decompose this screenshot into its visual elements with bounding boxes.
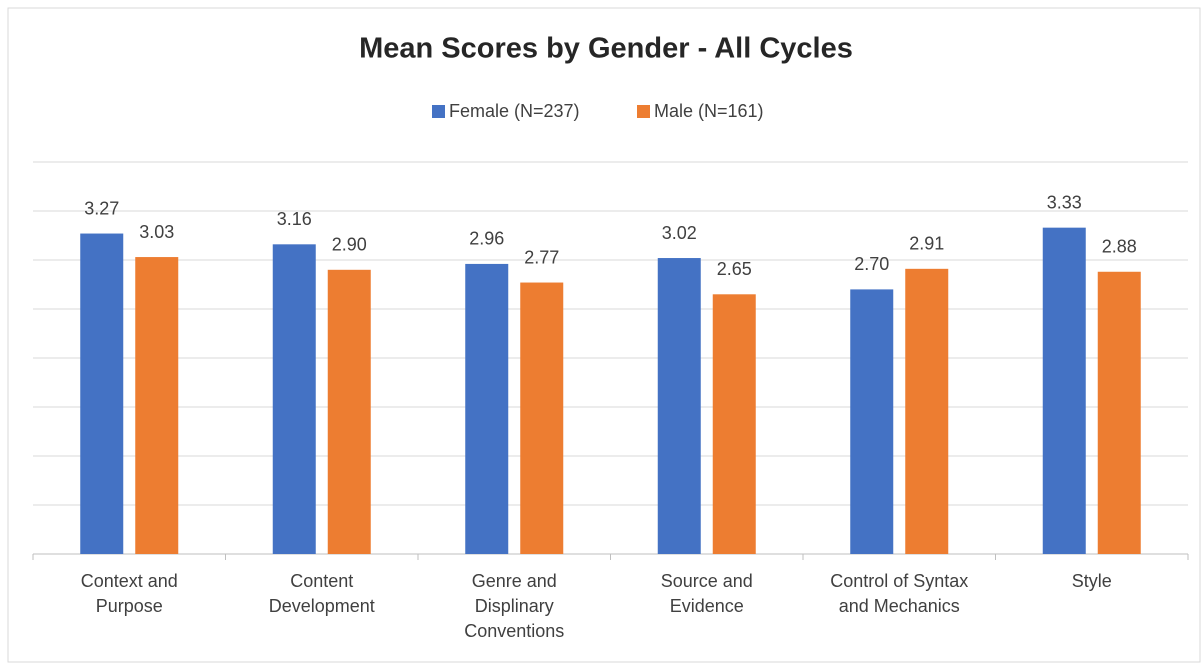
bar bbox=[850, 289, 894, 554]
bar bbox=[135, 257, 179, 554]
bar bbox=[1097, 271, 1141, 554]
bar bbox=[520, 282, 564, 554]
legend-swatch bbox=[432, 105, 445, 118]
data-label: 2.70 bbox=[854, 254, 889, 274]
bar bbox=[1042, 227, 1086, 554]
bar bbox=[327, 269, 371, 554]
x-tick-label: Displinary bbox=[475, 596, 554, 616]
x-tick-label: Purpose bbox=[96, 596, 163, 616]
x-tick-label: Conventions bbox=[464, 621, 564, 641]
legend-label: Male (N=161) bbox=[654, 101, 764, 121]
legend-swatch bbox=[637, 105, 650, 118]
x-tick-label: Evidence bbox=[670, 596, 744, 616]
bar bbox=[272, 244, 316, 554]
x-tick-label: Context and bbox=[81, 571, 178, 591]
data-label: 3.03 bbox=[139, 222, 174, 242]
x-tick-label: and Mechanics bbox=[839, 596, 960, 616]
x-tick-label: Content bbox=[290, 571, 353, 591]
data-label: 2.77 bbox=[524, 247, 559, 267]
chart-title: Mean Scores by Gender - All Cycles bbox=[359, 33, 853, 65]
bar bbox=[657, 258, 701, 554]
data-label: 2.90 bbox=[332, 235, 367, 255]
data-label: 3.02 bbox=[662, 223, 697, 243]
data-label: 2.91 bbox=[909, 234, 944, 254]
data-label: 3.33 bbox=[1047, 192, 1082, 212]
data-label: 2.88 bbox=[1102, 237, 1137, 257]
data-label: 2.96 bbox=[469, 229, 504, 249]
chart-frame bbox=[7, 7, 1201, 663]
data-label: 2.65 bbox=[717, 259, 752, 279]
x-tick-label: Source and bbox=[661, 571, 753, 591]
x-tick-label: Development bbox=[269, 596, 375, 616]
bar bbox=[905, 268, 949, 554]
data-label: 3.16 bbox=[277, 209, 312, 229]
x-tick-label: Control of Syntax bbox=[830, 571, 968, 591]
x-tick-label: Genre and bbox=[472, 571, 557, 591]
data-label: 3.27 bbox=[84, 198, 119, 218]
legend-label: Female (N=237) bbox=[449, 101, 580, 121]
x-tick-label: Style bbox=[1072, 571, 1112, 591]
bar bbox=[712, 294, 756, 554]
bar bbox=[80, 233, 124, 555]
bar bbox=[465, 263, 509, 554]
